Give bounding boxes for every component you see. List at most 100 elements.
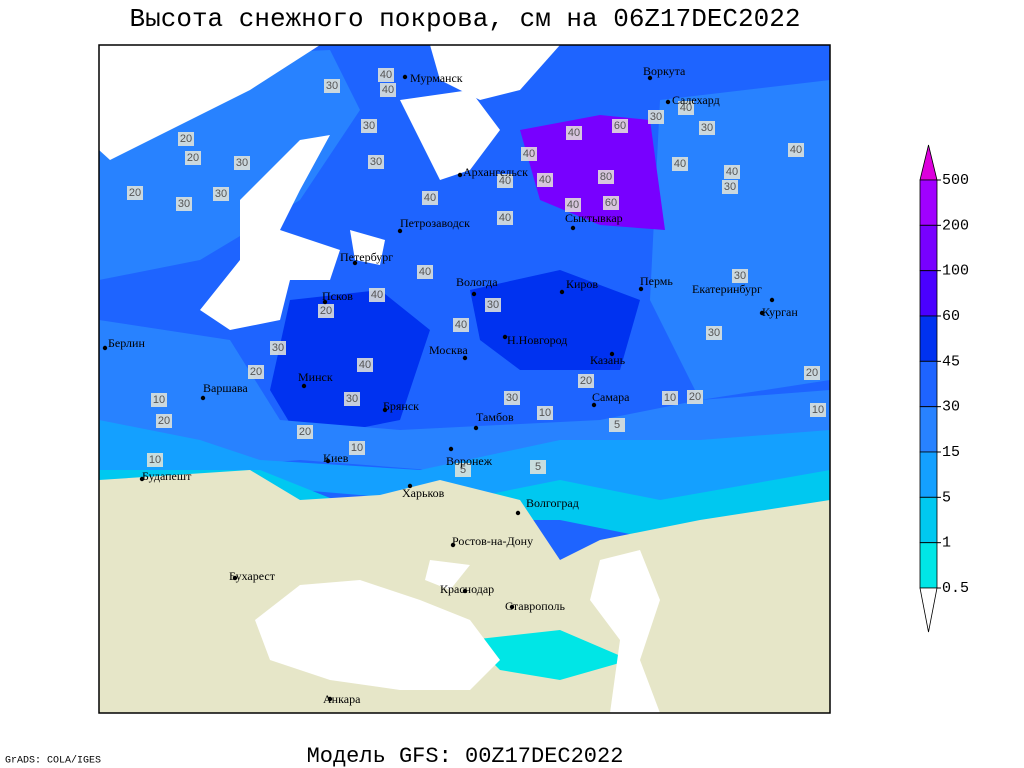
contour-label-box [417, 265, 433, 279]
city-label: Салехард [672, 93, 720, 107]
contour-label-box [566, 126, 582, 140]
white-sea [400, 90, 500, 180]
contour-label: 40 [674, 158, 686, 170]
colorbar-segment [919, 179, 938, 226]
baltic-sea [200, 135, 340, 330]
black-sea [255, 580, 500, 690]
contour-label-box [804, 366, 820, 380]
city-dot [327, 696, 333, 702]
contour-label-box [497, 174, 513, 188]
contour-label-box [297, 425, 313, 439]
contour-label: 10 [351, 442, 363, 454]
contour-label-box [178, 132, 194, 146]
city-label: Брянск [383, 399, 419, 413]
colorbar-label: 15 [942, 444, 960, 461]
colorbar-segment [919, 224, 938, 272]
contour-label: 20 [689, 391, 701, 403]
contour-label-box [176, 197, 192, 211]
city-dot [759, 310, 765, 316]
city-label: Самара [592, 390, 630, 404]
contour-label-box [504, 391, 520, 405]
city-dot [402, 74, 408, 80]
city-dot [471, 291, 477, 297]
contour-label: 30 [346, 393, 358, 405]
contour-label-box [648, 110, 664, 124]
city-dot [559, 289, 565, 295]
contour-label-box [485, 298, 501, 312]
city-label: Воронеж [446, 454, 493, 468]
city-dot [509, 604, 515, 610]
colorbar-label: 45 [942, 353, 960, 370]
contour-label-box [361, 119, 377, 133]
contour-label: 30 [178, 198, 190, 210]
city-dot [609, 351, 615, 357]
contour-label: 30 [708, 327, 720, 339]
contour-label-box [603, 196, 619, 210]
city-dot [200, 395, 206, 401]
contour-label: 10 [149, 454, 161, 466]
contour-label: 30 [650, 111, 662, 123]
city-dot [462, 355, 468, 361]
contour-label: 40 [424, 192, 436, 204]
city-label: Пермь [640, 274, 673, 288]
contour-label: 30 [724, 181, 736, 193]
contour-label: 10 [539, 407, 551, 419]
colorbar-label: 5 [942, 489, 951, 506]
contour-label-box [422, 191, 438, 205]
contour-label: 40 [455, 319, 467, 331]
city-label: Сыктывкар [565, 211, 623, 225]
contour-label-box [344, 392, 360, 406]
contour-label: 30 [734, 270, 746, 282]
barents-sea [430, 45, 560, 100]
contour-label: 30 [701, 122, 713, 134]
city-label: Мурманск [410, 71, 463, 85]
contour-label: 40 [382, 84, 394, 96]
contour-label-box [127, 186, 143, 200]
colorbar-segment [919, 587, 938, 633]
city-label: Архангельск [463, 165, 528, 179]
contour-label-box [662, 391, 678, 405]
contour-label: 80 [600, 171, 612, 183]
city-dot [397, 228, 403, 234]
contour-label-box [270, 341, 286, 355]
contour-label: 5 [614, 419, 620, 431]
contour-label-box [687, 390, 703, 404]
contour-label: 40 [726, 166, 738, 178]
city-label: Москва [429, 343, 468, 357]
contour-label: 20 [806, 367, 818, 379]
city-dot [462, 588, 468, 594]
contour-label-box [318, 304, 334, 318]
city-label: Вологда [456, 275, 498, 289]
city-label: Краснодар [440, 582, 494, 596]
contour-label-box [378, 68, 394, 82]
contour-label-box [788, 143, 804, 157]
contour-label-box [578, 374, 594, 388]
norwegian-sea [99, 45, 320, 160]
contour-label: 40 [680, 102, 692, 114]
city-dot [407, 483, 413, 489]
contour-label: 40 [568, 127, 580, 139]
contour-label: 30 [272, 342, 284, 354]
city-dot [769, 297, 775, 303]
city-dot [515, 510, 521, 516]
city-label: Будапешт [142, 469, 192, 483]
colorbar-segment [919, 406, 938, 453]
contour-label-box [368, 155, 384, 169]
city-dot [665, 99, 671, 105]
contour-label: 30 [326, 80, 338, 92]
map-frame [98, 44, 831, 714]
city-dot [382, 407, 388, 413]
contour-label: 20 [299, 426, 311, 438]
contour-label-box [213, 187, 229, 201]
contour-label: 10 [153, 394, 165, 406]
city-label: Воркута [643, 64, 686, 78]
city-label: Петербург [340, 250, 393, 264]
city-label: Минск [298, 370, 333, 384]
colorbar-segment [919, 451, 938, 498]
contour-label-box [810, 403, 826, 417]
contour-label-box [612, 119, 628, 133]
contour-label: 60 [614, 120, 626, 132]
city-dot [322, 299, 328, 305]
contour-label: 20 [320, 305, 332, 317]
